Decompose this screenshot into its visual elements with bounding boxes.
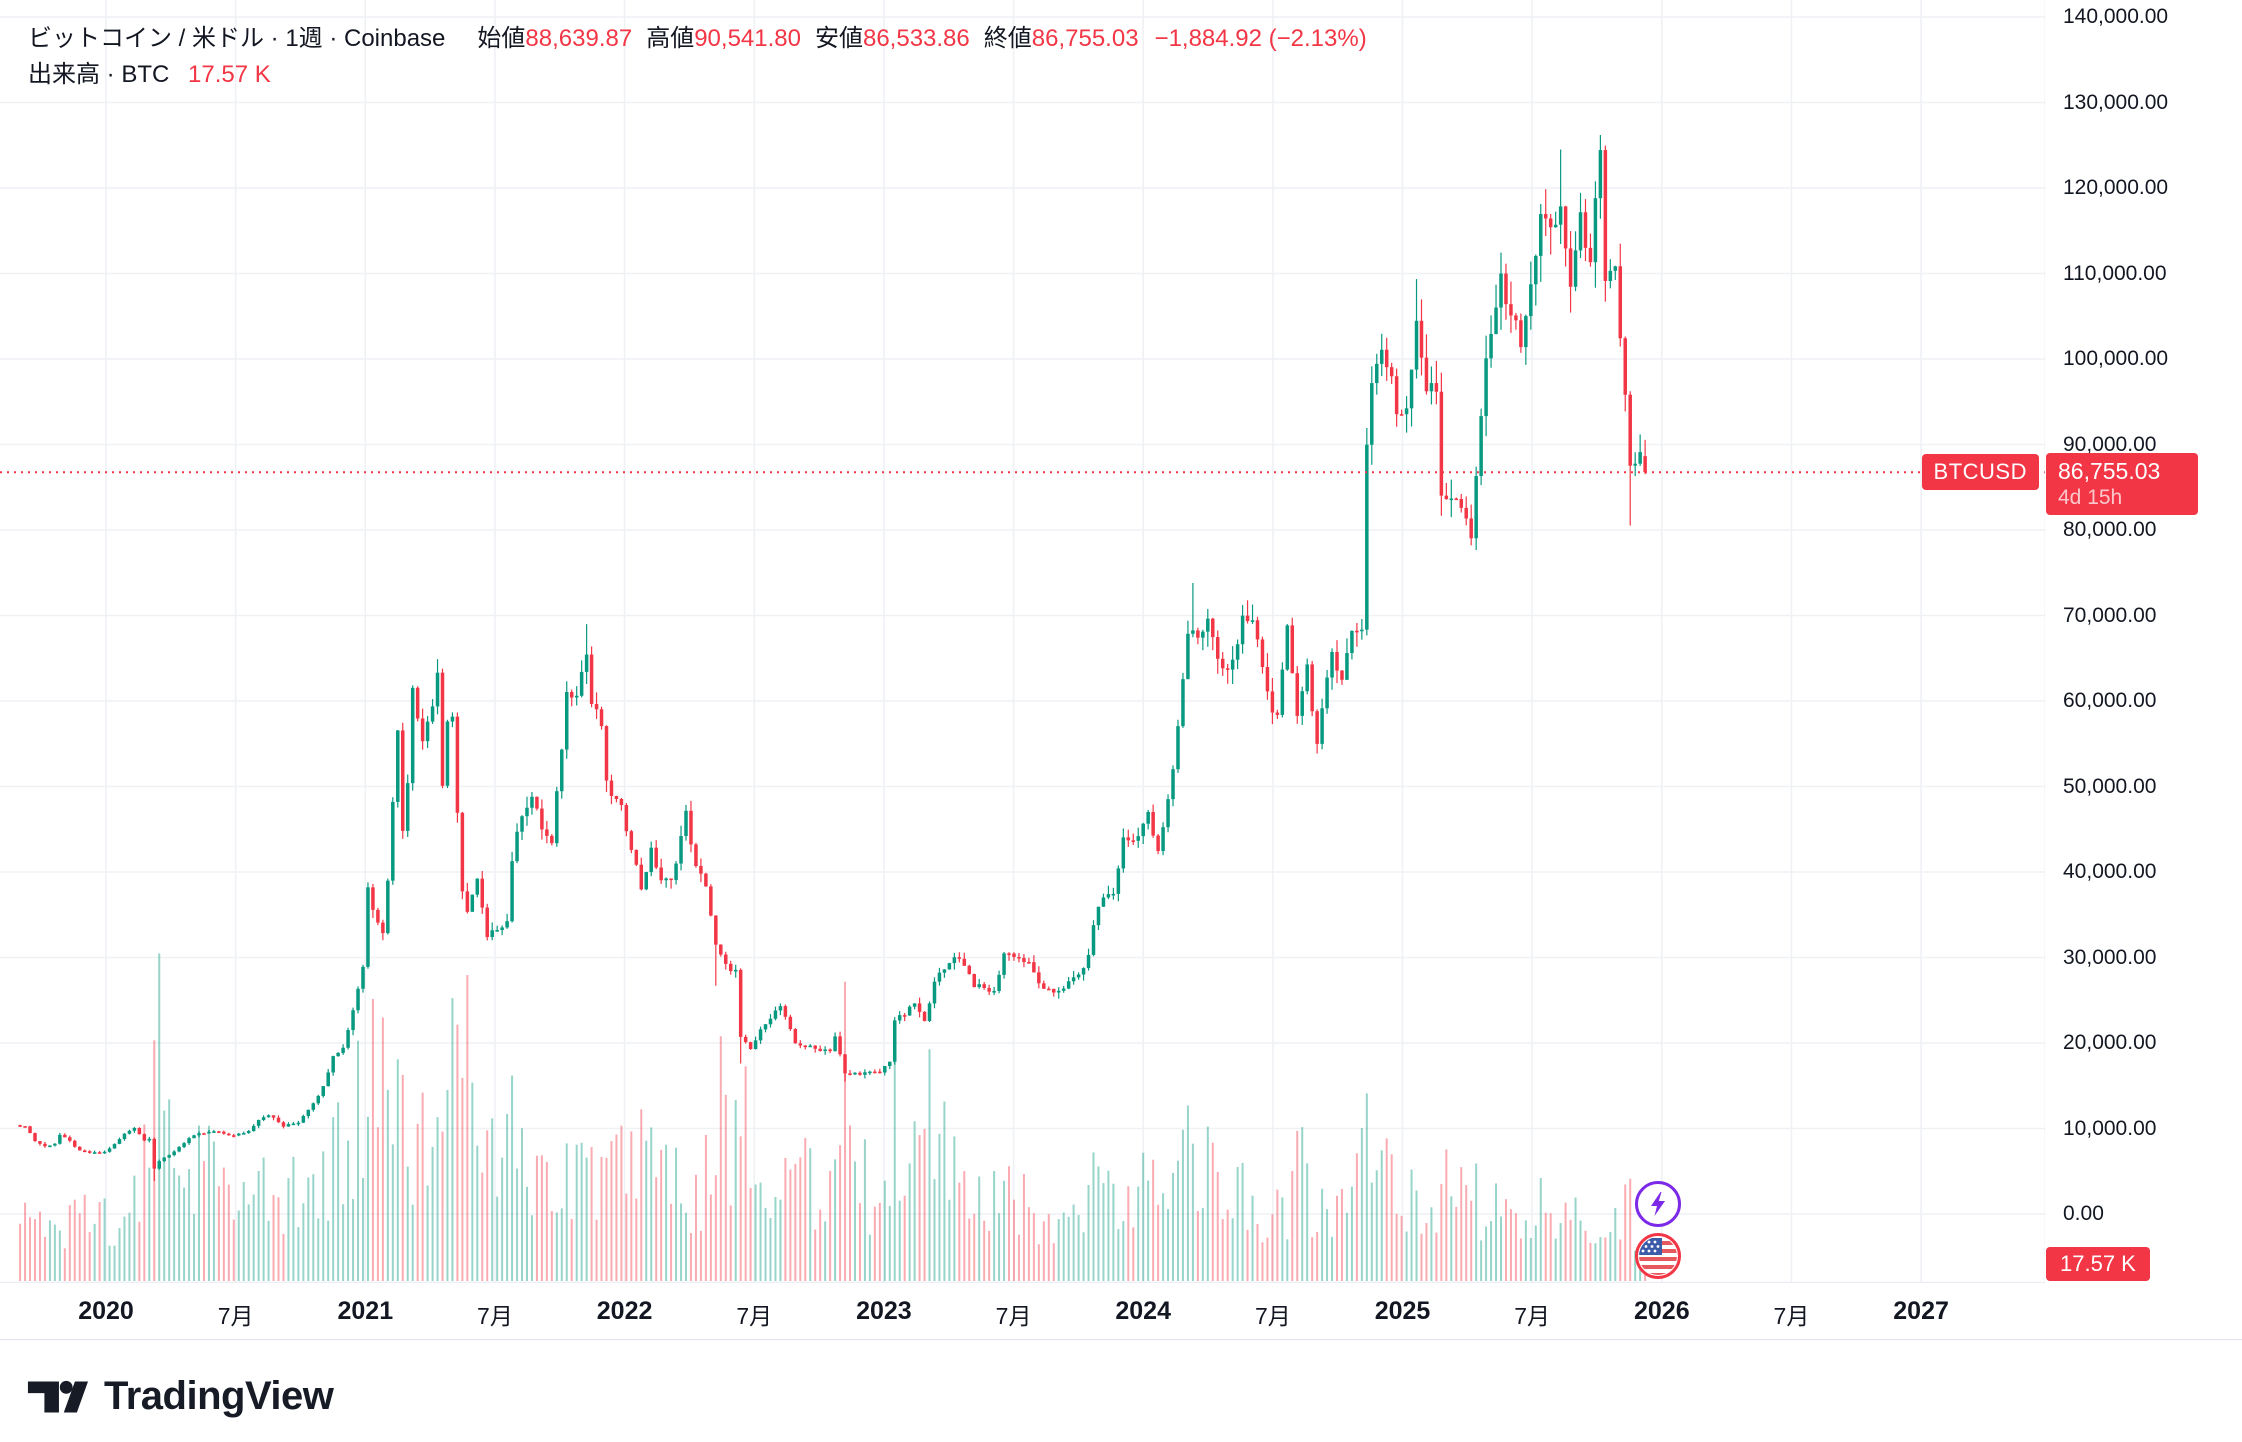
volume-value-badge: 17.57 K: [2046, 1247, 2150, 1281]
price-tick: 60,000.00: [2063, 689, 2157, 712]
time-tick: 7月: [1514, 1303, 1551, 1329]
footer: TradingView: [26, 1374, 334, 1419]
time-tick: 2020: [78, 1297, 134, 1325]
ohlc-low-label: 安値: [814, 25, 863, 52]
time-tick: 2024: [1115, 1297, 1171, 1325]
symbol-info-row: ビットコイン / 米ドル · 1週 · Coinbase 始値88,639.87 高…: [28, 22, 1367, 56]
price-tick: 130,000.00: [2063, 90, 2169, 114]
chart-legend: ビットコイン / 米ドル · 1週 · Coinbase 始値88,639.87 高…: [28, 22, 1367, 92]
price-tick: 140,000.00: [2063, 5, 2169, 28]
bar-countdown: 4d 15h: [2058, 486, 2123, 510]
tradingview-logo[interactable]: [26, 1375, 88, 1419]
price-tick: 30,000.00: [2063, 945, 2157, 969]
us-flag-icon: [1638, 1237, 1677, 1275]
time-tick: 7月: [736, 1303, 773, 1329]
us-holiday-marker-button[interactable]: [1634, 1233, 1681, 1279]
time-tick: 7月: [477, 1303, 513, 1329]
price-tick: 100,000.00: [2063, 347, 2169, 370]
price-tick: 50,000.00: [2063, 774, 2157, 798]
time-tick: 7月: [217, 1303, 254, 1329]
time-tick: 7月: [995, 1303, 1032, 1329]
price-line-price-badge: 86,755.03 4d 15h: [2046, 453, 2198, 516]
time-tick: 2027: [1893, 1297, 1949, 1325]
last-price: 86,755.03: [2058, 458, 2161, 485]
price-line-symbol-badge: BTCUSD: [1921, 454, 2039, 491]
price-tick: 120,000.00: [2063, 176, 2169, 199]
time-tick: 2025: [1374, 1297, 1431, 1325]
ohlc-low-value: 86,533.86: [862, 25, 970, 52]
time-tick: 2023: [856, 1297, 912, 1325]
ohlc-high-value: 90,541.80: [694, 25, 801, 52]
price-scale[interactable]: 140,000.00 130,000.00 120,000.00 110,000.00…: [2045, 0, 2242, 1339]
ohlc-open-label: 始値: [477, 25, 526, 52]
price-tick: 70,000.00: [2063, 603, 2157, 627]
ohlc-high-label: 高値: [646, 25, 695, 52]
brand-name[interactable]: TradingView: [104, 1374, 334, 1418]
price-tick: 110,000.00: [2063, 261, 2167, 285]
time-tick: 2022: [596, 1297, 653, 1325]
ohlc-values: 始値88,639.87 高値90,541.80 安値86,533.86 終値86,75…: [463, 25, 1138, 52]
price-tick: 20,000.00: [2063, 1031, 2157, 1054]
change-value: −1,884.92 (−2.13%): [1154, 25, 1367, 52]
time-tick: 2026: [1633, 1297, 1690, 1325]
time-tick: 2021: [337, 1297, 394, 1325]
price-tick: 0.00: [2063, 1202, 2104, 1225]
symbol-title[interactable]: ビットコイン / 米ドル · 1週 · Coinbase: [28, 25, 446, 52]
time-tick: 7月: [1773, 1303, 1810, 1329]
ohlc-open-value: 88,639.87: [525, 25, 633, 52]
price-tick: 80,000.00: [2063, 518, 2157, 541]
ohlc-close-label: 終値: [983, 25, 1032, 52]
volume-info-row: 出来高 · BTC 17.57 K: [28, 58, 1367, 92]
price-tick: 10,000.00: [2063, 1116, 2157, 1140]
time-scale[interactable]: 2020 7月 2021 7月 2022 7月 2023 7月 2024 7月 2025 7月 2026…: [0, 1283, 2242, 1339]
volume-label[interactable]: 出来高 · BTC: [28, 61, 170, 88]
lightning-icon: [1650, 1192, 1665, 1216]
price-tick: 40,000.00: [2063, 860, 2157, 883]
time-tick: 7月: [1254, 1303, 1291, 1329]
ohlc-close-value: 86,755.03: [1031, 25, 1139, 52]
volatility-marker-button[interactable]: [1634, 1181, 1681, 1227]
volume-value: 17.57 K: [188, 61, 271, 88]
price-tick: 90,000.00: [2063, 432, 2157, 456]
